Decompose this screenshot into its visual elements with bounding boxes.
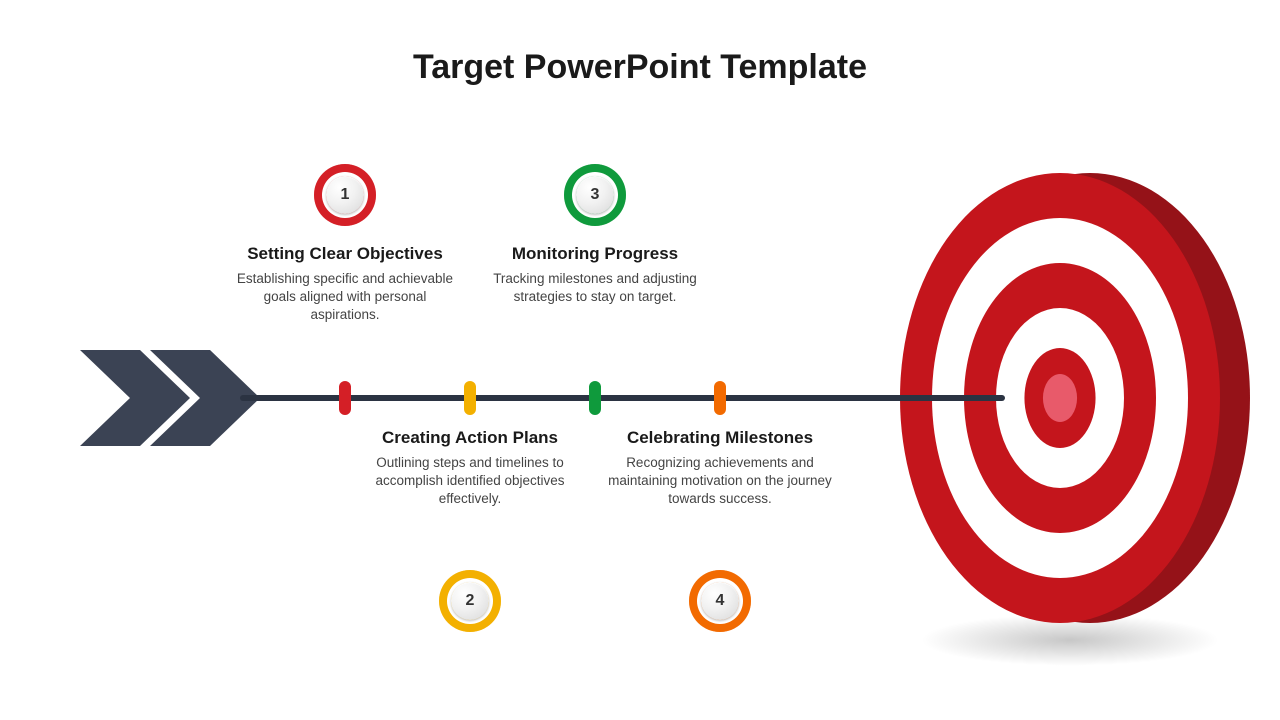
step-badge-number: 4 bbox=[701, 582, 739, 620]
step-desc: Establishing specific and achievable goa… bbox=[230, 270, 460, 325]
step-badge-number: 2 bbox=[451, 582, 489, 620]
step-block-4: Celebrating Milestones Recognizing achiev… bbox=[605, 428, 835, 509]
step-heading: Creating Action Plans bbox=[355, 428, 585, 448]
step-heading: Monitoring Progress bbox=[480, 244, 710, 264]
step-heading: Celebrating Milestones bbox=[605, 428, 835, 448]
shaft-marker-1 bbox=[339, 381, 351, 415]
step-desc: Outlining steps and timelines to accompl… bbox=[355, 454, 585, 509]
step-badge-4: 4 bbox=[689, 570, 751, 632]
slide-title: Target PowerPoint Template bbox=[0, 48, 1280, 87]
shaft-marker-4 bbox=[714, 381, 726, 415]
step-badge-number: 1 bbox=[326, 176, 364, 214]
step-badge-3: 3 bbox=[564, 164, 626, 226]
shaft-marker-3 bbox=[589, 381, 601, 415]
step-badge-2: 2 bbox=[439, 570, 501, 632]
step-heading: Setting Clear Objectives bbox=[230, 244, 460, 264]
step-block-1: Setting Clear Objectives Establishing spe… bbox=[230, 244, 460, 325]
step-desc: Recognizing achievements and maintaining… bbox=[605, 454, 835, 509]
arrow-shaft bbox=[240, 395, 1005, 401]
step-block-2: Creating Action Plans Outlining steps and… bbox=[355, 428, 585, 509]
step-desc: Tracking milestones and adjusting strate… bbox=[480, 270, 710, 306]
slide: Target PowerPoint Template 1 Setting Clea… bbox=[0, 0, 1280, 720]
shaft-marker-2 bbox=[464, 381, 476, 415]
step-block-3: Monitoring Progress Tracking milestones a… bbox=[480, 244, 710, 306]
step-badge-1: 1 bbox=[314, 164, 376, 226]
step-badge-number: 3 bbox=[576, 176, 614, 214]
